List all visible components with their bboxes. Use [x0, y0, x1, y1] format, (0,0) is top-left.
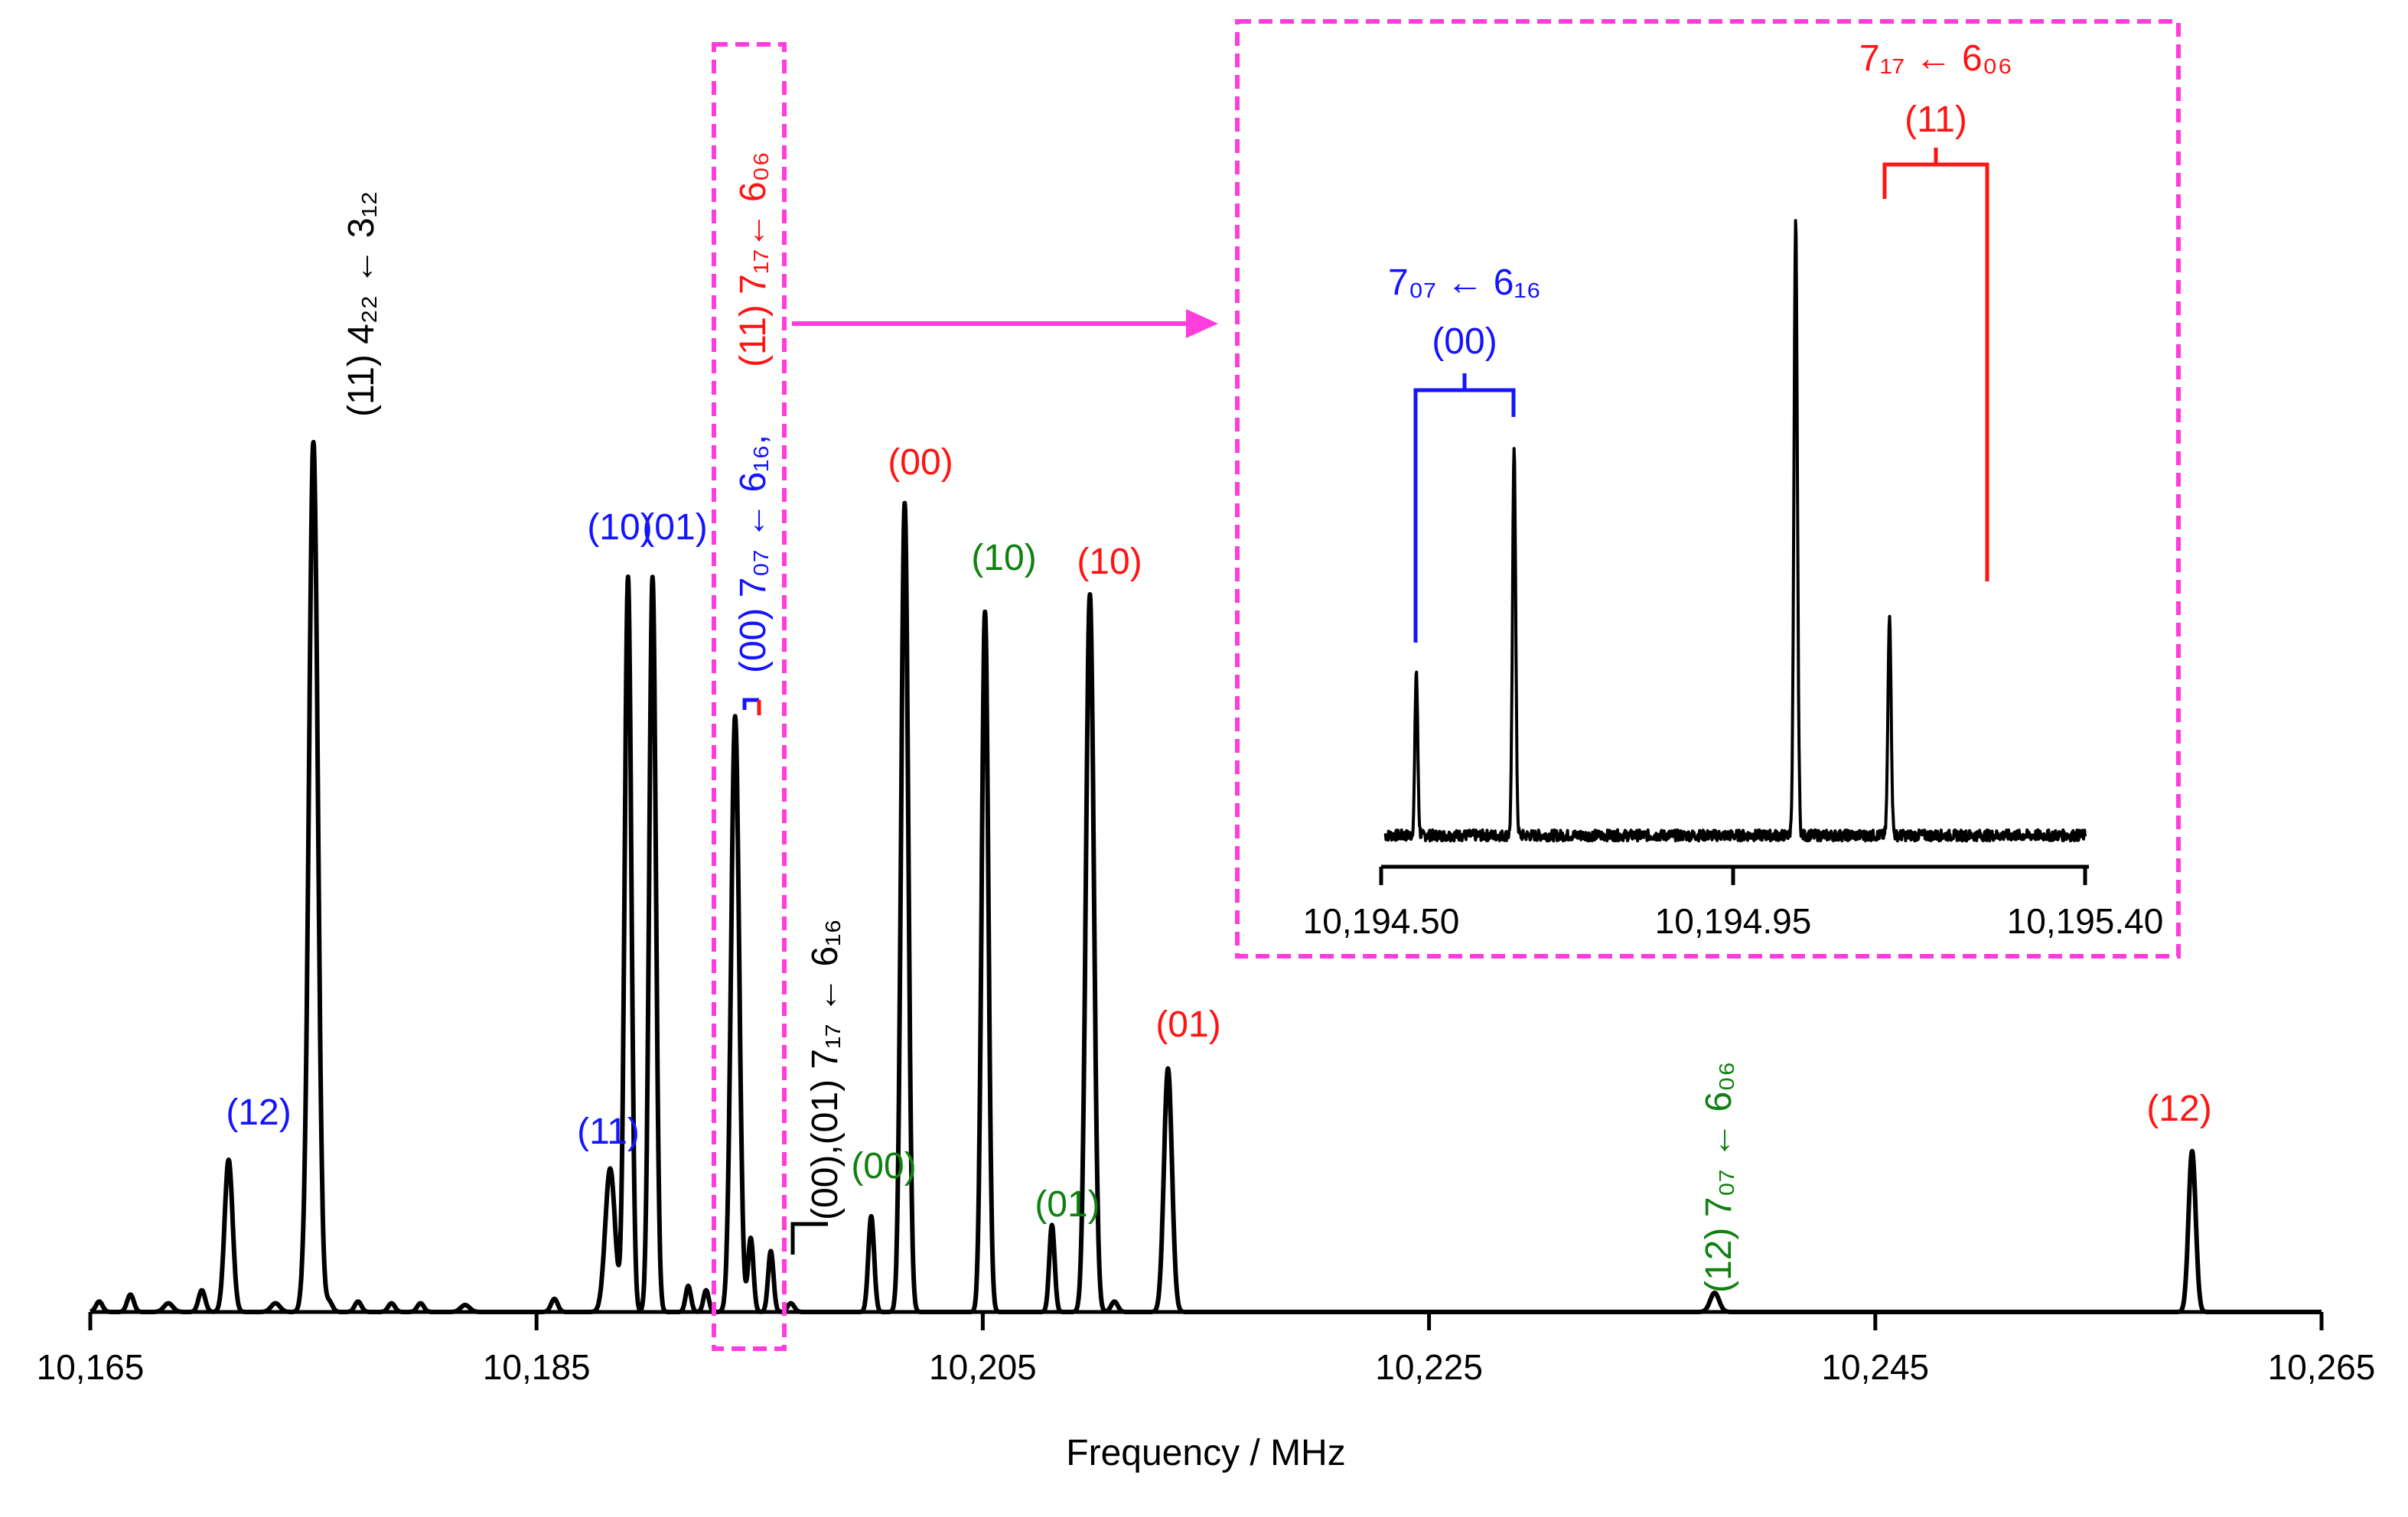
x-tick-label: 10,245 — [1821, 1347, 1929, 1387]
bracket-blue-small — [742, 698, 759, 710]
x-tick-label: 10,165 — [37, 1347, 145, 1387]
zoom-arrow-head — [1186, 309, 1218, 338]
label-green-12-707: (12) 7₀₇ ← 6₀₆ — [1699, 1062, 1739, 1293]
inset-label-blue-transition: 7₀₇ ← 6₁₆ — [1388, 262, 1541, 303]
x-tick-label: 10,205 — [929, 1347, 1037, 1387]
label-blue-00-707: (00) 7₀₇ ← 6₁₆, — [733, 435, 774, 673]
label-red-10: (10) — [1077, 542, 1142, 582]
label-red-11-717: (11) 7₁₇← 6₀₆ — [733, 151, 774, 367]
inset-x-tick-label: 10,195.40 — [2007, 901, 2164, 941]
label-blue-12: (12) — [226, 1092, 291, 1133]
label-blue-10: (10) — [587, 507, 652, 548]
inset-x-tick-label: 10,194.50 — [1303, 901, 1460, 941]
label-blue-11: (11) — [577, 1112, 640, 1152]
label-red-00: (00) — [888, 442, 953, 483]
label-red-01: (01) — [1155, 1004, 1220, 1045]
inset-label-blue-state: (00) — [1432, 321, 1497, 362]
x-axis-title: Frequency / MHz — [1066, 1433, 1345, 1473]
label-green-00-a: (00) — [851, 1146, 916, 1187]
label-black-00-01-717: (00),(01) 7₁₇ ← 6₁₆ — [805, 919, 846, 1220]
bracket-black-small — [790, 1222, 828, 1255]
inset-label-red-transition: 7₁₇ ← 6₀₆ — [1859, 38, 2012, 79]
x-tick-label: 10,185 — [483, 1347, 591, 1387]
inset-label-red-state: (11) — [1905, 99, 1967, 140]
inset-x-axis-ticks: 10,194.50 10,194.95 10,195.40 — [1303, 867, 2164, 941]
highlight-box — [712, 42, 787, 1351]
inset-x-tick-label: 10,194.95 — [1655, 901, 1812, 941]
x-axis-ticks: 10,165 10,185 10,205 10,225 10,245 10,265 — [37, 1312, 2376, 1387]
label-blue-01: (01) — [642, 507, 707, 548]
x-tick-label: 10,225 — [1375, 1347, 1483, 1387]
label-green-01: (01) — [1035, 1184, 1100, 1225]
inset-trace — [1383, 219, 2087, 843]
label-black-4-22: (11) 4₂₂ ← 3₁₂ — [341, 191, 382, 417]
inset-box — [1235, 19, 2181, 959]
x-tick-label: 10,265 — [2268, 1347, 2376, 1387]
label-red-12: (12) — [2146, 1089, 2211, 1129]
label-green-10: (10) — [971, 538, 1036, 578]
